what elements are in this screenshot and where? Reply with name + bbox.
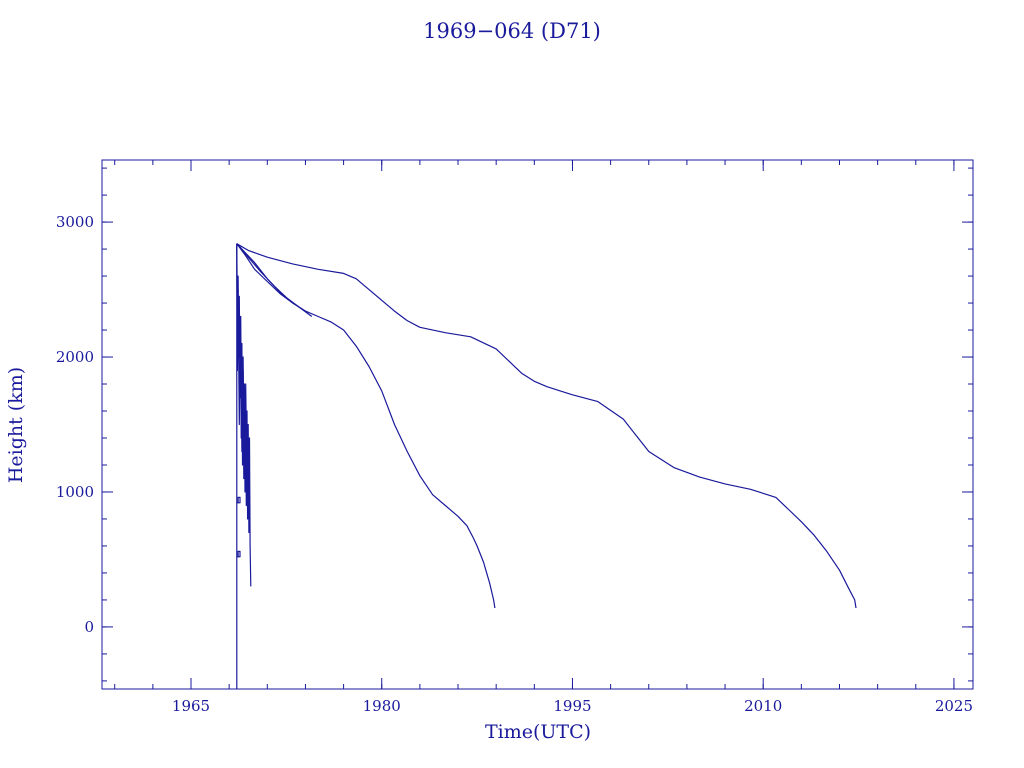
series-line-9: [236, 496, 241, 504]
chart-title: 1969−064 (D71): [423, 19, 601, 43]
x-axis-label: Time(UTC): [485, 721, 591, 743]
x-tick-label: 1965: [172, 697, 210, 715]
x-tick-label: 1980: [363, 697, 401, 715]
y-axis-label: Height (km): [5, 367, 27, 483]
y-tick-label: 2000: [56, 348, 94, 366]
x-tick-label: 1995: [553, 697, 591, 715]
series-line-6: [236, 243, 251, 493]
x-tick-label: 2025: [935, 697, 973, 715]
y-tick-label: 1000: [56, 483, 94, 501]
series-group: [236, 243, 857, 689]
axis-ticks: 1965 1980 1995 2010 2025 0 1000 2000 3000: [56, 160, 973, 715]
series-line-8: [236, 550, 241, 558]
plot-frame: [101, 159, 974, 690]
x-tick-label: 2010: [744, 697, 782, 715]
y-tick-label: 3000: [56, 213, 94, 231]
series-line-4: [236, 243, 306, 312]
series-line-1: [236, 243, 857, 609]
series-line-2: [236, 243, 496, 609]
series-line-3: [236, 243, 313, 317]
y-tick-label: 0: [84, 618, 94, 636]
